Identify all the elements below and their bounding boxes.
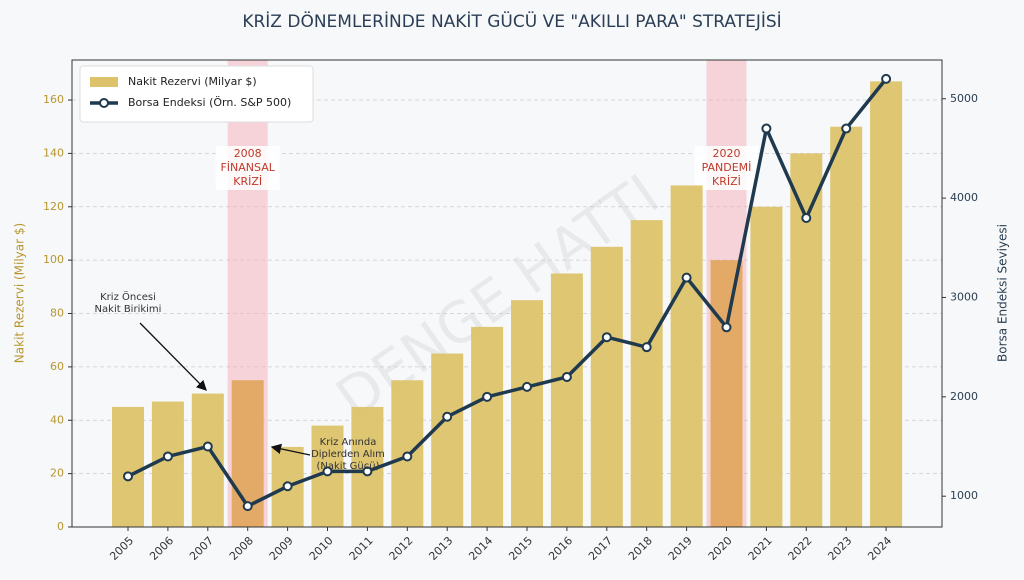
y-tick-label: 20 (50, 467, 64, 480)
crisis-label-box (215, 146, 280, 190)
line-series (127, 77, 888, 508)
line-marker (721, 322, 732, 333)
chart-title: KRİZ DÖNEMLERİNDE NAKİT GÜCÜ VE "AKILLI … (242, 10, 781, 32)
bar (830, 126, 863, 527)
line-marker (841, 123, 852, 134)
y-tick-label: 40 (50, 413, 64, 426)
annotation-text: (Nakit Gücü) (316, 461, 379, 472)
crisis-label-box (694, 146, 759, 190)
y-axis-label: Nakit Rezervi (Milyar $) (13, 223, 27, 363)
line-marker (601, 332, 612, 343)
y2-tick-label: 5000 (950, 92, 978, 105)
line-marker (442, 411, 453, 422)
line-marker (242, 501, 253, 512)
bar (431, 353, 464, 527)
annotation-text: Kriz Anında (320, 437, 377, 448)
line-marker (761, 123, 772, 134)
line-marker (202, 441, 213, 452)
line-marker (322, 466, 333, 477)
bar (112, 406, 144, 527)
y2-tick-label: 3000 (950, 290, 978, 303)
crisis-label: KRİZİ (712, 175, 741, 188)
line-marker (402, 451, 413, 462)
y-tick-label: 80 (50, 307, 64, 320)
y-tick-label: 100 (43, 253, 64, 266)
legend-label: Nakit Rezervi (Milyar $) (128, 75, 257, 88)
bar (710, 260, 743, 527)
crisis-label: PANDEMİ (702, 161, 752, 174)
legend-swatch (90, 77, 118, 87)
line-marker (482, 391, 493, 402)
annotation-text: Diplerden Alım (311, 449, 385, 460)
bar (750, 206, 783, 527)
y-tick-label: 140 (43, 146, 64, 159)
line-marker (522, 381, 532, 392)
line-marker (123, 471, 133, 482)
line-marker (681, 272, 692, 283)
bar (630, 220, 663, 527)
y-tick-label: 60 (50, 360, 64, 373)
annotation-arrow (139, 322, 207, 391)
bar (511, 300, 543, 527)
crisis-label: KRİZİ (233, 175, 262, 188)
bar (590, 246, 623, 528)
y2-tick-label: 1000 (950, 489, 978, 502)
line-marker (881, 73, 892, 84)
y2-tick-label: 4000 (950, 191, 978, 204)
line-marker (362, 466, 373, 477)
legend-swatch (99, 98, 109, 108)
annotation-text: Kriz Öncesi (100, 290, 156, 303)
annotation-text: Nakit Birikimi (95, 304, 162, 315)
legend-box (79, 65, 314, 123)
bar (550, 273, 583, 527)
bar (790, 153, 823, 527)
y-tick-label: 120 (43, 200, 64, 213)
y2-axis-label: Borsa Endeksi Seviyesi (996, 224, 1010, 362)
y-tick-label: 0 (57, 520, 64, 533)
line-marker (561, 371, 572, 382)
bar (870, 81, 903, 527)
plot-area (71, 59, 943, 528)
bar (670, 185, 703, 527)
bar (471, 326, 504, 527)
crisis-label: 2008 (234, 147, 262, 160)
annotation-arrow (270, 443, 311, 456)
crisis-label: 2020 (713, 147, 741, 160)
y-tick-label: 160 (43, 93, 64, 106)
legend-label: Borsa Endeksi (Örn. S&P 500) (128, 96, 291, 109)
line-marker (162, 451, 173, 462)
line-marker (801, 212, 812, 223)
y2-tick-label: 2000 (950, 390, 978, 403)
line-marker (282, 481, 293, 492)
crisis-label: FİNANSAL (220, 161, 275, 174)
line-marker (641, 342, 652, 353)
bar (151, 401, 184, 527)
